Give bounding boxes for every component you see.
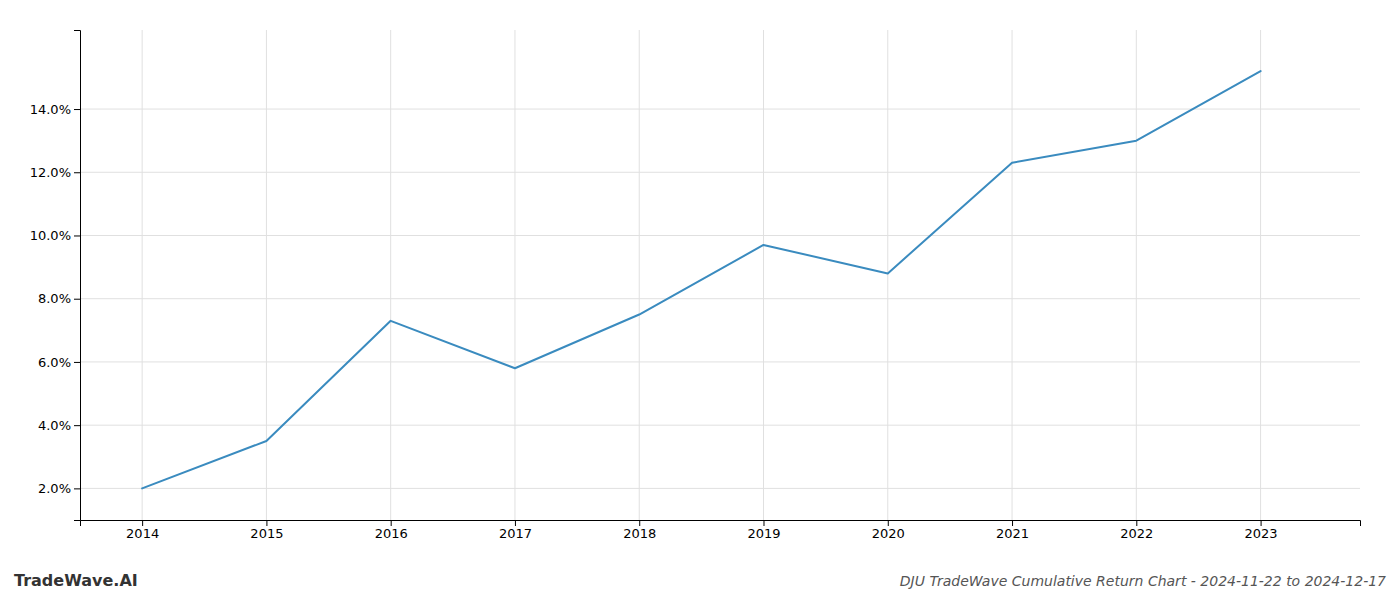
grid-line-x	[1012, 30, 1013, 520]
x-tick: 2021	[996, 520, 1029, 541]
x-tick: 2023	[1245, 520, 1278, 541]
grid-line-y	[80, 109, 1360, 110]
x-tick-mark	[888, 520, 889, 526]
y-axis: 2.0% 4.0% 6.0% 8.0% 10.0% 12.0% 14.0%	[30, 31, 81, 521]
y-tick: 6.0%	[38, 355, 80, 370]
grid	[80, 30, 1360, 520]
grid-line-y	[80, 172, 1360, 173]
x-tick: 2015	[250, 520, 283, 541]
line	[142, 71, 1260, 488]
plot-area: 2014 2015 2016 2017 2018 2019 2020 2021 2022 2023…	[30, 30, 1361, 541]
grid-line-x	[390, 30, 391, 520]
y-tick-mark	[74, 488, 80, 489]
y-tick: 10.0%	[30, 228, 80, 243]
y-tick-label: 12.0%	[30, 165, 71, 180]
y-tick-label: 8.0%	[38, 291, 71, 306]
y-tick-label: 2.0%	[38, 481, 71, 496]
y-tick-mark	[74, 362, 80, 363]
x-tick: 2022	[1120, 520, 1153, 541]
y-tick-mark	[74, 109, 80, 110]
y-tick-mark	[74, 172, 80, 173]
x-tick: 2014	[126, 520, 159, 541]
x-tick-mark	[1012, 520, 1013, 526]
watermark: TradeWave.AI	[14, 571, 138, 590]
x-tick-label: 2023	[1245, 526, 1278, 541]
x-tick: 2020	[872, 520, 905, 541]
y-tick: 4.0%	[38, 418, 80, 433]
x-tick-mark	[763, 520, 764, 526]
x-axis-line	[81, 521, 1361, 527]
chart: 2014 2015 2016 2017 2018 2019 2020 2021 2022 2023…	[0, 0, 1400, 600]
y-tick-label: 6.0%	[38, 355, 71, 370]
x-tick-mark	[391, 520, 392, 526]
y-tick-mark	[74, 299, 80, 300]
x-tick-label: 2015	[250, 526, 283, 541]
x-tick-label: 2022	[1120, 526, 1153, 541]
grid-line-x	[514, 30, 515, 520]
y-tick-mark	[74, 235, 80, 236]
y-tick-mark	[74, 425, 80, 426]
grid-line-x	[763, 30, 764, 520]
grid-line-y	[80, 425, 1360, 426]
x-tick-label: 2021	[996, 526, 1029, 541]
grid-line-x	[142, 30, 143, 520]
x-tick-mark	[1136, 520, 1137, 526]
x-tick-label: 2014	[126, 526, 159, 541]
y-tick: 14.0%	[30, 102, 80, 117]
x-tick-mark	[266, 520, 267, 526]
x-axis: 2014 2015 2016 2017 2018 2019 2020 2021 2022 2023	[81, 520, 1361, 541]
x-tick-mark	[142, 520, 143, 526]
x-tick-label: 2019	[747, 526, 780, 541]
x-tick: 2017	[499, 520, 532, 541]
grid-line-x	[639, 30, 640, 520]
y-tick-label: 14.0%	[30, 102, 71, 117]
y-tick: 12.0%	[30, 165, 80, 180]
x-tick-mark	[1261, 520, 1262, 526]
y-tick: 8.0%	[38, 291, 80, 306]
x-tick: 2018	[623, 520, 656, 541]
x-tick-label: 2020	[872, 526, 905, 541]
y-tick: 2.0%	[38, 481, 80, 496]
x-tick-label: 2016	[375, 526, 408, 541]
x-tick-label: 2017	[499, 526, 532, 541]
x-tick-label: 2018	[623, 526, 656, 541]
x-tick: 2019	[747, 520, 780, 541]
grid-line-x	[1260, 30, 1261, 520]
grid-line-x	[1136, 30, 1137, 520]
grid-line-x	[266, 30, 267, 520]
x-tick-mark	[515, 520, 516, 526]
grid-line-y	[80, 298, 1360, 299]
x-tick-mark	[639, 520, 640, 526]
x-tick: 2016	[375, 520, 408, 541]
grid-line-y	[80, 235, 1360, 236]
y-tick-label: 4.0%	[38, 418, 71, 433]
marks	[142, 71, 1260, 488]
y-axis-line	[74, 31, 81, 521]
title: DJU TradeWave Cumulative Return Chart - …	[900, 573, 1386, 589]
grid-line-y	[80, 361, 1360, 362]
grid-line-x	[887, 30, 888, 520]
grid-line-y	[80, 488, 1360, 489]
y-tick-label: 10.0%	[30, 228, 71, 243]
